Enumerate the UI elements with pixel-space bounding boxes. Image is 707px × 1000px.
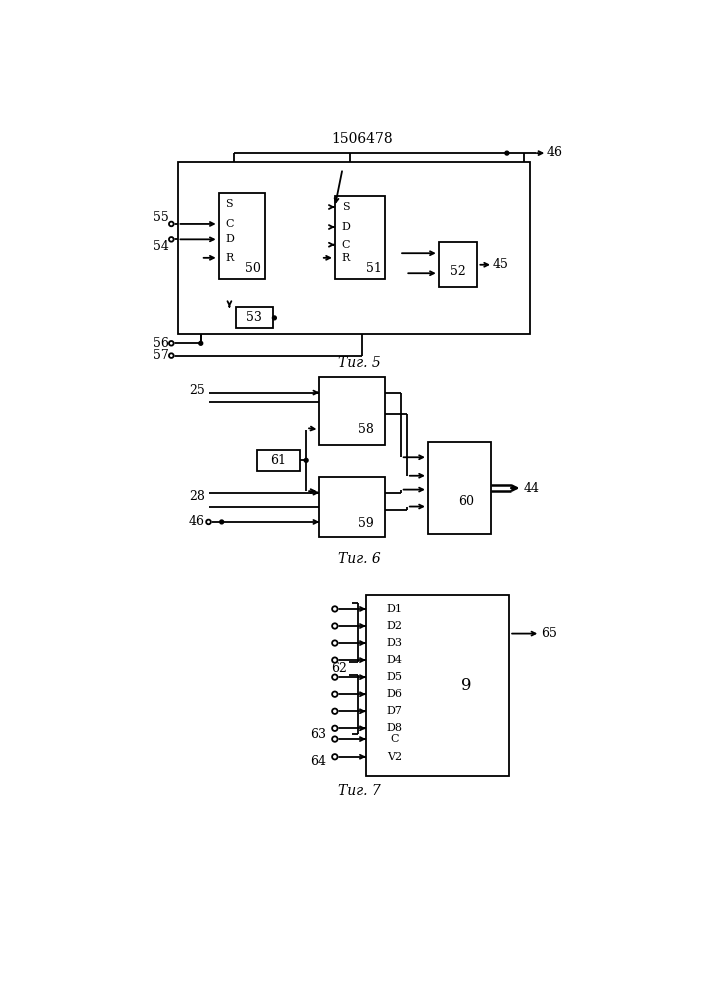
Text: D2: D2 — [387, 621, 402, 631]
Text: 54: 54 — [153, 240, 168, 253]
Text: 58: 58 — [358, 423, 374, 436]
Text: Τиг. 7: Τиг. 7 — [338, 784, 381, 798]
Bar — [235, 307, 273, 328]
Text: 64: 64 — [310, 755, 326, 768]
Text: 44: 44 — [524, 482, 539, 495]
Text: D3: D3 — [387, 638, 402, 648]
Text: 56: 56 — [153, 337, 168, 350]
Circle shape — [332, 726, 337, 731]
Circle shape — [169, 237, 174, 242]
Text: 25: 25 — [189, 384, 205, 397]
Bar — [428, 442, 491, 534]
Text: 28: 28 — [189, 490, 205, 503]
Text: 1506478: 1506478 — [331, 132, 393, 146]
Circle shape — [199, 341, 203, 345]
Circle shape — [332, 657, 337, 663]
Text: 52: 52 — [450, 265, 466, 278]
Text: 53: 53 — [246, 311, 262, 324]
Bar — [257, 450, 300, 471]
Circle shape — [332, 623, 337, 629]
Text: V2: V2 — [387, 752, 402, 762]
Text: C: C — [390, 734, 399, 744]
Circle shape — [505, 151, 509, 155]
Circle shape — [169, 341, 174, 346]
Circle shape — [169, 353, 174, 358]
Circle shape — [332, 606, 337, 612]
Circle shape — [220, 520, 223, 524]
Text: 9: 9 — [462, 677, 472, 694]
Text: C: C — [341, 240, 350, 250]
Circle shape — [332, 709, 337, 714]
Circle shape — [332, 692, 337, 697]
Text: 46: 46 — [547, 146, 563, 159]
Circle shape — [272, 316, 276, 320]
Text: 55: 55 — [153, 211, 168, 224]
Bar — [218, 193, 265, 279]
Circle shape — [332, 736, 337, 742]
Bar — [438, 242, 477, 287]
Text: C: C — [225, 219, 234, 229]
Circle shape — [206, 520, 211, 524]
Bar — [335, 196, 385, 279]
Text: 62: 62 — [332, 662, 347, 675]
Text: D6: D6 — [387, 689, 402, 699]
Text: R: R — [226, 253, 233, 263]
Circle shape — [169, 222, 174, 226]
Bar — [320, 377, 385, 445]
Circle shape — [304, 458, 308, 462]
Text: 46: 46 — [189, 515, 205, 528]
Bar — [320, 477, 385, 537]
Text: 65: 65 — [542, 627, 557, 640]
Text: D: D — [341, 222, 350, 232]
Text: 51: 51 — [366, 262, 382, 275]
Text: 61: 61 — [270, 454, 286, 467]
Text: 50: 50 — [245, 262, 261, 275]
Text: D4: D4 — [387, 655, 402, 665]
Text: 45: 45 — [493, 258, 508, 271]
Text: R: R — [341, 253, 350, 263]
Text: D: D — [225, 234, 234, 244]
Text: 63: 63 — [310, 728, 326, 741]
Text: S: S — [226, 199, 233, 209]
Text: 59: 59 — [358, 517, 374, 530]
Text: D1: D1 — [387, 604, 402, 614]
Text: D5: D5 — [387, 672, 402, 682]
Text: S: S — [342, 202, 349, 212]
Text: D8: D8 — [387, 723, 402, 733]
Circle shape — [332, 640, 337, 646]
Circle shape — [332, 674, 337, 680]
Bar — [366, 595, 509, 776]
Text: 60: 60 — [459, 495, 474, 508]
Text: D7: D7 — [387, 706, 402, 716]
Bar — [177, 162, 530, 334]
Text: 57: 57 — [153, 349, 168, 362]
Text: Τиг. 5: Τиг. 5 — [338, 356, 381, 370]
Text: Τиг. 6: Τиг. 6 — [338, 552, 381, 566]
Circle shape — [332, 754, 337, 759]
